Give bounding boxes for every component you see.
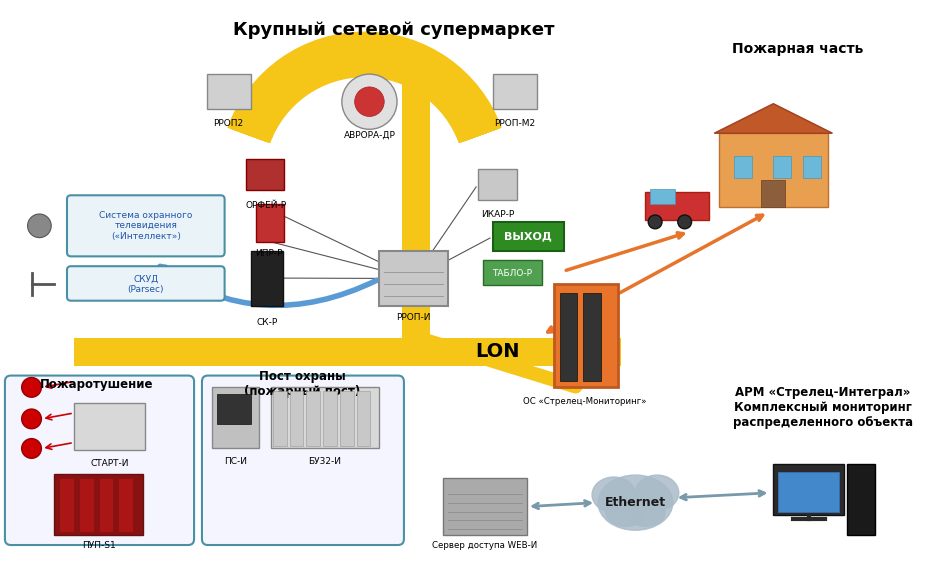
- FancyBboxPatch shape: [778, 472, 840, 512]
- FancyBboxPatch shape: [217, 394, 251, 424]
- Text: СК-Р: СК-Р: [256, 318, 277, 327]
- FancyBboxPatch shape: [483, 260, 542, 285]
- Text: Крупный сетевой супермаркет: Крупный сетевой супермаркет: [234, 21, 555, 39]
- Text: РРОП-И: РРОП-И: [397, 313, 431, 322]
- FancyBboxPatch shape: [54, 474, 142, 535]
- Ellipse shape: [592, 477, 636, 513]
- Text: ОС «Стрелец-Мониторинг»: ОС «Стрелец-Мониторинг»: [523, 397, 647, 406]
- FancyBboxPatch shape: [774, 465, 844, 516]
- FancyBboxPatch shape: [719, 133, 828, 207]
- FancyBboxPatch shape: [774, 156, 791, 177]
- Ellipse shape: [636, 475, 679, 511]
- FancyBboxPatch shape: [207, 74, 251, 109]
- Text: ТАБЛО-Р: ТАБЛО-Р: [492, 269, 533, 278]
- Text: СКУД
(Parsec): СКУД (Parsec): [128, 274, 164, 293]
- Text: Система охранного
телевидения
(«Интеллект»): Система охранного телевидения («Интеллек…: [99, 211, 193, 241]
- FancyBboxPatch shape: [67, 195, 224, 256]
- Text: Пожаротушение: Пожаротушение: [40, 378, 154, 391]
- FancyBboxPatch shape: [357, 392, 371, 445]
- FancyBboxPatch shape: [645, 192, 709, 220]
- Circle shape: [21, 378, 41, 397]
- FancyBboxPatch shape: [271, 388, 379, 448]
- FancyBboxPatch shape: [761, 180, 785, 207]
- Text: Пост охраны
(пожарный пост): Пост охраны (пожарный пост): [244, 370, 360, 398]
- FancyBboxPatch shape: [650, 190, 675, 204]
- FancyBboxPatch shape: [478, 169, 518, 200]
- Text: АРМ «Стрелец-Интеграл»
Комплексный мониторинг
распределенного объекта: АРМ «Стрелец-Интеграл» Комплексный монит…: [733, 385, 912, 429]
- FancyBboxPatch shape: [560, 293, 577, 381]
- FancyBboxPatch shape: [247, 159, 284, 190]
- Text: ИКАР-Р: ИКАР-Р: [481, 210, 514, 219]
- FancyBboxPatch shape: [554, 284, 617, 388]
- FancyBboxPatch shape: [5, 375, 194, 545]
- FancyBboxPatch shape: [59, 478, 74, 532]
- FancyBboxPatch shape: [67, 266, 224, 301]
- FancyBboxPatch shape: [74, 338, 621, 366]
- FancyBboxPatch shape: [273, 392, 287, 445]
- FancyBboxPatch shape: [212, 388, 259, 448]
- Circle shape: [355, 87, 385, 117]
- Ellipse shape: [606, 499, 645, 526]
- Text: РРОП2: РРОП2: [213, 119, 244, 128]
- Text: АВРОРА-ДР: АВРОРА-ДР: [344, 131, 396, 140]
- Text: ПС-И: ПС-И: [224, 457, 247, 466]
- Circle shape: [21, 439, 41, 458]
- Text: ИПР-Р: ИПР-Р: [255, 249, 283, 258]
- Text: ОРФЕЙ-Р: ОРФЕЙ-Р: [246, 201, 287, 210]
- FancyBboxPatch shape: [118, 478, 133, 532]
- FancyBboxPatch shape: [492, 222, 563, 251]
- Text: СТАРТ-И: СТАРТ-И: [90, 459, 128, 468]
- FancyBboxPatch shape: [340, 392, 354, 445]
- FancyBboxPatch shape: [734, 156, 751, 177]
- Ellipse shape: [598, 475, 673, 530]
- Circle shape: [342, 74, 397, 129]
- Text: Сервер доступа WEB-И: Сервер доступа WEB-И: [432, 540, 537, 550]
- Text: РРОП-М2: РРОП-М2: [493, 119, 534, 128]
- Ellipse shape: [626, 499, 665, 526]
- Text: ВЫХОД: ВЫХОД: [505, 232, 552, 242]
- Text: Ethernet: Ethernet: [605, 496, 666, 509]
- FancyBboxPatch shape: [803, 156, 820, 177]
- FancyBboxPatch shape: [74, 403, 145, 450]
- FancyBboxPatch shape: [443, 478, 527, 535]
- FancyBboxPatch shape: [379, 251, 448, 306]
- FancyBboxPatch shape: [99, 478, 114, 532]
- Text: LON: LON: [475, 342, 519, 361]
- FancyBboxPatch shape: [847, 465, 875, 535]
- FancyBboxPatch shape: [402, 82, 429, 338]
- FancyBboxPatch shape: [323, 392, 337, 445]
- FancyBboxPatch shape: [251, 251, 283, 306]
- Text: БУ32-И: БУ32-И: [308, 457, 342, 466]
- FancyBboxPatch shape: [256, 204, 284, 242]
- FancyBboxPatch shape: [583, 293, 600, 381]
- FancyBboxPatch shape: [306, 392, 320, 445]
- FancyBboxPatch shape: [492, 74, 537, 109]
- Text: Пожарная часть: Пожарная часть: [733, 43, 864, 57]
- FancyBboxPatch shape: [202, 375, 404, 545]
- Circle shape: [678, 215, 692, 229]
- Circle shape: [28, 214, 51, 238]
- FancyBboxPatch shape: [79, 478, 94, 532]
- Circle shape: [648, 215, 662, 229]
- FancyBboxPatch shape: [290, 392, 304, 445]
- Polygon shape: [714, 104, 832, 133]
- Text: ПУП-S1: ПУП-S1: [82, 540, 115, 550]
- Circle shape: [21, 409, 41, 429]
